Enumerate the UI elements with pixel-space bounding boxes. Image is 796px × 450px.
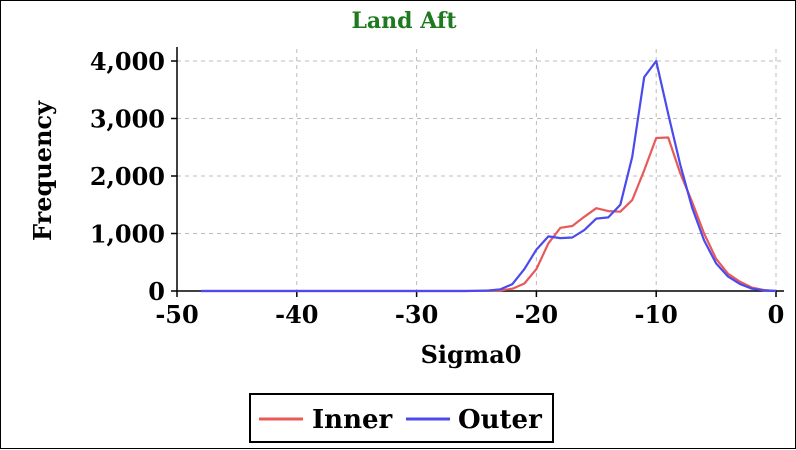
x-tick-label: -20 (515, 300, 558, 329)
series-lines (201, 59, 777, 293)
series-line-inner (201, 136, 777, 293)
y-tick-labels: 0 1,000 2,000 3,000 4,000 (90, 47, 165, 306)
x-tick-label: -10 (635, 300, 678, 329)
y-tick-label: 4,000 (90, 47, 165, 76)
x-tick-labels: -50 -40 -30 -20 -10 0 (155, 300, 784, 329)
grid-lines (176, 49, 784, 292)
series-line-outer (201, 59, 777, 293)
legend: Inner Outer (249, 393, 554, 443)
chart-title: Land Aft (351, 8, 457, 34)
y-tick-label: 0 (148, 277, 165, 306)
x-tick-label: -50 (155, 300, 198, 329)
x-tick-label: -40 (275, 300, 318, 329)
legend-label-outer: Outer (458, 405, 542, 435)
x-tick-label: -30 (395, 300, 438, 329)
y-tick-label: 2,000 (90, 162, 165, 191)
axes (171, 47, 784, 297)
legend-label-inner: Inner (312, 405, 393, 435)
y-tick-label: 3,000 (90, 105, 165, 134)
x-tick-label: 0 (768, 300, 785, 329)
y-tick-label: 1,000 (90, 220, 165, 249)
x-axis-label: Sigma0 (421, 340, 522, 369)
y-axis-label: Frequency (28, 100, 57, 241)
